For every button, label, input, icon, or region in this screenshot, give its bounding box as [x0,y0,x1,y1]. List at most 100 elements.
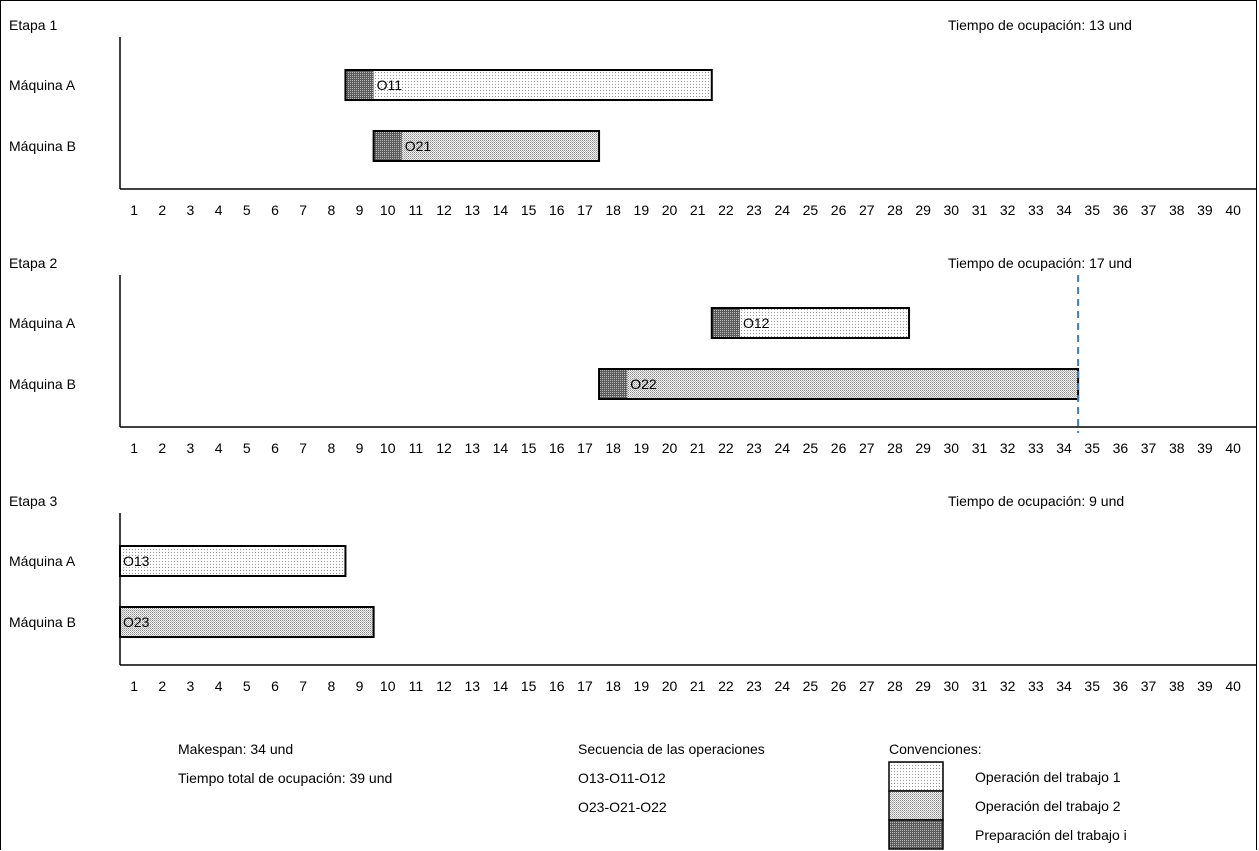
x-tick-label: 23 [746,440,762,456]
x-tick-label: 20 [662,440,678,456]
operation-bar [739,308,910,338]
x-tick-label: 8 [327,440,335,456]
operation-bar [627,369,1079,399]
machine-label: Máquina B [9,138,76,154]
x-tick-label: 30 [944,202,960,218]
x-tick-label: 35 [1084,202,1100,218]
x-tick-label: 12 [436,440,452,456]
x-tick-label: 11 [409,440,424,456]
bar-outline [119,545,347,577]
x-tick-label: 2 [158,202,166,218]
operation-bar [373,70,712,100]
x-tick-label: 21 [690,678,706,694]
x-tick-label: 29 [915,440,931,456]
x-tick-label: 18 [605,440,621,456]
x-tick-label: 29 [915,678,931,694]
x-tick-label: 26 [831,440,847,456]
x-tick-label: 25 [803,202,819,218]
x-tick-label: 24 [774,440,790,456]
x-tick-label: 38 [1169,678,1185,694]
legend-label-job2: Operación del trabajo 2 [975,798,1121,814]
x-tick-label: 3 [187,678,195,694]
x-tick-label: 11 [409,678,424,694]
operation-bar [120,546,346,576]
x-tick-label: 19 [634,678,650,694]
operation-label: O13 [123,553,150,569]
x-tick-label: 25 [803,678,819,694]
x-tick-label: 25 [803,440,819,456]
x-tick-label: 33 [1028,202,1044,218]
x-tick-label: 15 [521,202,537,218]
legend-title: Convenciones: [889,741,982,757]
x-tick-label: 33 [1028,440,1044,456]
x-tick-label: 8 [327,678,335,694]
x-tick-label: 20 [662,202,678,218]
x-tick-label: 14 [493,202,509,218]
machine-label: Máquina A [9,77,76,93]
x-tick-label: 6 [271,202,279,218]
x-tick-label: 28 [887,440,903,456]
x-tick-label: 17 [577,202,593,218]
x-tick-label: 15 [521,440,537,456]
x-tick-label: 40 [1225,440,1241,456]
x-tick-label: 18 [605,202,621,218]
setup-bar [345,70,374,100]
operation-label: O22 [630,376,657,392]
setup-bar [373,131,402,161]
x-tick-label: 4 [215,202,223,218]
x-tick-label: 15 [521,678,537,694]
stage-occupancy: Tiempo de ocupación: 17 und [948,255,1132,271]
machine-label: Máquina B [9,376,76,392]
x-tick-label: 37 [1141,202,1157,218]
x-tick-label: 38 [1169,202,1185,218]
legend-swatch-job2 [888,790,944,821]
x-tick-label: 23 [746,678,762,694]
x-tick-label: 13 [464,440,480,456]
x-tick-label: 32 [1000,440,1016,456]
total-time-text: Tiempo total de ocupación: 39 und [178,770,393,786]
operation-label: O11 [377,77,403,93]
sequence-title: Secuencia de las operaciones [578,741,765,757]
x-tick-label: 36 [1113,202,1129,218]
operation-label: O21 [405,138,432,154]
x-tick-label: 20 [662,678,678,694]
x-tick-label: 1 [130,678,138,694]
x-tick-label: 4 [215,678,223,694]
x-tick-label: 27 [859,678,875,694]
sequence-line-2: O23-O21-O22 [578,799,667,815]
bar-outline [710,307,911,339]
x-tick-label: 31 [972,440,988,456]
x-tick-label: 28 [887,202,903,218]
stage-title: Etapa 3 [9,493,57,509]
x-tick-label: 32 [1000,202,1016,218]
x-tick-label: 21 [690,440,706,456]
x-tick-label: 40 [1225,202,1241,218]
x-tick-label: 16 [549,678,565,694]
x-tick-label: 22 [718,202,734,218]
bar-outline [119,606,375,638]
x-tick-label: 37 [1141,678,1157,694]
x-tick-label: 24 [774,202,790,218]
x-tick-label: 5 [243,440,251,456]
makespan-text: Makespan: 34 und [178,741,294,757]
x-tick-label: 1 [130,202,138,218]
x-tick-label: 7 [299,202,307,218]
x-tick-label: 27 [859,202,875,218]
stage-title: Etapa 2 [9,255,57,271]
x-tick-label: 27 [859,440,875,456]
x-tick-label: 2 [158,440,166,456]
x-tick-label: 29 [915,202,931,218]
sequence-line-1: O13-O11-O12 [578,770,666,786]
operation-bar [120,607,374,637]
operation-bar [401,131,600,161]
bar-outline [372,130,601,162]
x-tick-label: 22 [718,440,734,456]
x-tick-label: 40 [1225,678,1241,694]
x-tick-label: 5 [243,202,251,218]
x-tick-label: 24 [774,678,790,694]
x-tick-label: 36 [1113,678,1129,694]
x-tick-label: 26 [831,678,847,694]
x-tick-label: 32 [1000,678,1016,694]
